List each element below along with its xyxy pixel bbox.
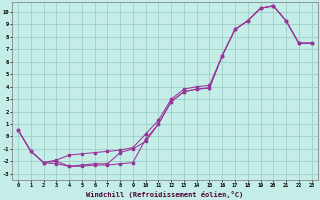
X-axis label: Windchill (Refroidissement éolien,°C): Windchill (Refroidissement éolien,°C) <box>86 191 244 198</box>
